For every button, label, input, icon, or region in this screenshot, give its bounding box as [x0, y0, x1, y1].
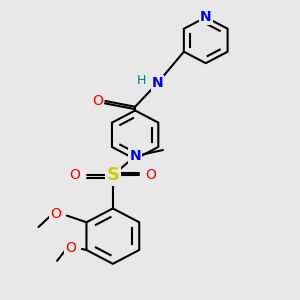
- Text: N: N: [200, 10, 212, 24]
- Text: S: S: [106, 166, 119, 184]
- Text: H: H: [137, 74, 146, 87]
- Text: N: N: [152, 76, 163, 90]
- Text: O: O: [70, 168, 80, 182]
- Text: O: O: [145, 168, 156, 182]
- Text: O: O: [92, 94, 103, 108]
- Text: O: O: [51, 207, 62, 221]
- Text: O: O: [65, 241, 76, 255]
- Text: N: N: [129, 149, 141, 163]
